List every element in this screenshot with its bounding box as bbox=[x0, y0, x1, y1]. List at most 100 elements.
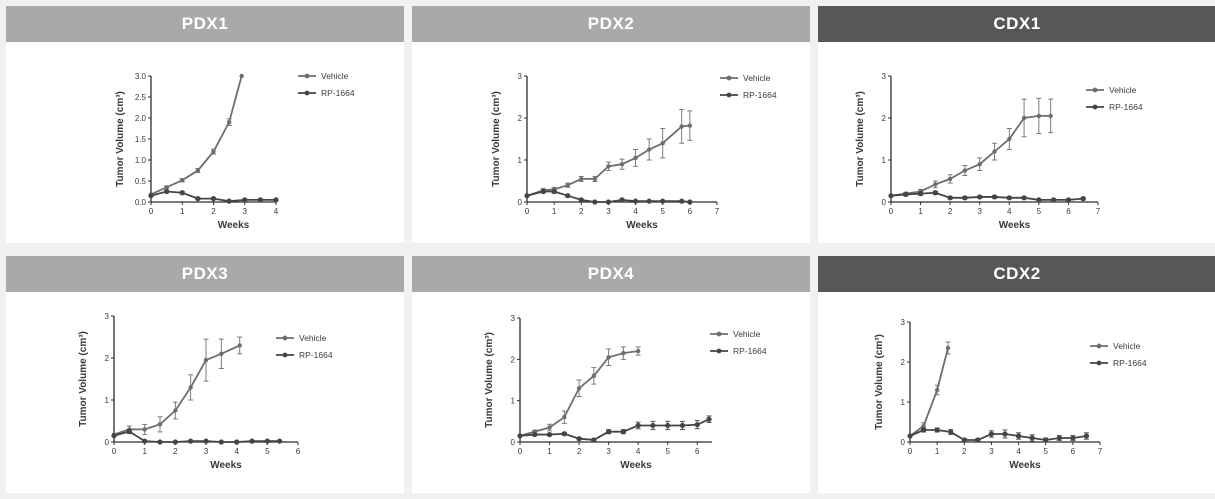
x-tick-label: 3 bbox=[977, 207, 982, 216]
data-point bbox=[1006, 195, 1012, 201]
legend-label: RP-1664 bbox=[1113, 358, 1147, 368]
data-point bbox=[249, 438, 255, 444]
data-point bbox=[606, 164, 611, 169]
data-point bbox=[540, 188, 546, 195]
legend-label: Vehicle bbox=[321, 71, 349, 81]
data-point bbox=[679, 124, 684, 129]
data-point bbox=[947, 176, 953, 182]
x-tick-label: 0 bbox=[518, 447, 523, 456]
data-point bbox=[111, 433, 117, 439]
x-tick-label: 3 bbox=[989, 447, 994, 456]
x-tick-label: 1 bbox=[180, 207, 185, 216]
data-point bbox=[934, 427, 940, 433]
panel-title: PDX4 bbox=[412, 256, 810, 292]
y-tick-label: 2 bbox=[518, 114, 523, 123]
legend-marker bbox=[726, 75, 732, 81]
data-point bbox=[565, 183, 570, 188]
data-point bbox=[633, 155, 638, 161]
data-point bbox=[605, 199, 612, 205]
panel-pdx2: PDX2 0 1 2 3 4 5 6 7 0 1 2 3 Weeks Tumor Volume (cm³)… bbox=[412, 6, 810, 243]
y-tick-label: 3 bbox=[901, 318, 906, 327]
data-point bbox=[517, 433, 523, 439]
data-point bbox=[591, 437, 597, 443]
x-tick-label: 1 bbox=[552, 207, 557, 216]
data-point bbox=[632, 198, 639, 204]
data-point bbox=[1043, 437, 1049, 443]
data-point bbox=[1080, 196, 1086, 202]
data-point bbox=[1029, 435, 1035, 441]
data-point bbox=[921, 423, 926, 429]
data-point bbox=[219, 351, 224, 356]
y-tick-label: 3.0 bbox=[135, 72, 147, 81]
x-axis-label: Weeks bbox=[999, 220, 1031, 231]
data-point bbox=[188, 438, 194, 444]
y-tick-label: 2 bbox=[511, 355, 516, 364]
legend-marker bbox=[304, 73, 310, 79]
panel-pdx1: PDX1 0 1 2 3 4 0.0 0.5 1.0 1.5 2.0 2.5 3.0 Weeks Tumo… bbox=[6, 6, 404, 243]
data-point bbox=[237, 343, 242, 348]
y-axis-label: Tumor Volume (cm³) bbox=[855, 91, 866, 187]
data-point bbox=[1007, 136, 1012, 142]
data-point bbox=[706, 416, 712, 422]
legend-marker bbox=[1092, 104, 1098, 110]
legend-marker bbox=[1096, 360, 1102, 366]
x-tick-label: 0 bbox=[112, 447, 117, 456]
chart-cdx2: 0 1 2 3 4 5 6 7 0 1 2 3 Weeks Tumor Volume (cm³) Vehic… bbox=[874, 318, 1147, 471]
x-tick-label: 1 bbox=[142, 447, 147, 456]
x-tick-label: 6 bbox=[1071, 447, 1076, 456]
x-tick-label: 2 bbox=[948, 207, 953, 216]
y-tick-label: 0.5 bbox=[135, 177, 147, 186]
data-point bbox=[1036, 113, 1042, 119]
x-tick-label: 5 bbox=[1043, 447, 1048, 456]
x-tick-label: 4 bbox=[633, 207, 638, 216]
panel-cdx2: CDX2 0 1 2 3 4 5 6 7 0 1 2 3 Weeks Tumor Volume (cm³)… bbox=[818, 256, 1215, 493]
x-tick-label: 5 bbox=[660, 207, 665, 216]
data-point bbox=[1021, 195, 1027, 201]
x-tick-label: 2 bbox=[577, 447, 582, 456]
data-point bbox=[992, 149, 997, 154]
y-tick-label: 0 bbox=[882, 198, 887, 207]
data-point bbox=[576, 386, 582, 391]
panel-pdx4: PDX4 0 1 2 3 4 5 6 0 1 2 3 Weeks Tumor Volume (cm³) V… bbox=[412, 256, 810, 493]
y-axis-label: Tumor Volume (cm³) bbox=[115, 91, 126, 187]
data-point bbox=[694, 422, 700, 428]
x-tick-label: 2 bbox=[962, 447, 967, 456]
y-tick-label: 2 bbox=[882, 114, 887, 123]
legend-marker bbox=[726, 92, 732, 98]
x-axis-label: Weeks bbox=[218, 220, 250, 231]
data-point bbox=[650, 422, 656, 429]
data-point bbox=[532, 431, 538, 438]
data-point bbox=[179, 190, 185, 196]
data-point bbox=[562, 415, 567, 420]
data-point bbox=[210, 196, 217, 202]
legend-label: RP-1664 bbox=[299, 350, 333, 360]
x-axis-label: Weeks bbox=[620, 460, 652, 471]
x-tick-label: 0 bbox=[525, 207, 530, 216]
y-tick-label: 2 bbox=[901, 358, 906, 367]
y-tick-label: 3 bbox=[105, 312, 110, 321]
x-axis-label: Weeks bbox=[626, 220, 658, 231]
y-tick-label: 0 bbox=[518, 198, 523, 207]
legend-label: Vehicle bbox=[733, 329, 761, 339]
series-line-vehicle bbox=[526, 124, 690, 197]
data-point bbox=[591, 373, 597, 379]
legend-label: Vehicle bbox=[1113, 341, 1141, 351]
panel-title: CDX1 bbox=[818, 6, 1215, 42]
legend-marker bbox=[1092, 87, 1098, 93]
data-point bbox=[565, 193, 571, 199]
chart-pdx2: 0 1 2 3 4 5 6 7 0 1 2 3 Weeks Tumor Volume (cm³) Vehic… bbox=[491, 72, 777, 231]
data-point bbox=[679, 422, 686, 429]
data-point bbox=[646, 147, 652, 152]
data-point bbox=[687, 199, 693, 205]
data-point bbox=[579, 176, 584, 182]
data-point bbox=[635, 348, 641, 354]
panel-title: PDX2 bbox=[412, 6, 810, 42]
data-point bbox=[933, 182, 938, 187]
data-point bbox=[578, 197, 584, 203]
data-point bbox=[203, 357, 209, 363]
data-point bbox=[660, 141, 665, 146]
panel-title: PDX1 bbox=[6, 6, 404, 42]
legend-marker bbox=[304, 90, 310, 96]
data-point bbox=[947, 195, 953, 201]
x-tick-label: 7 bbox=[715, 207, 720, 216]
